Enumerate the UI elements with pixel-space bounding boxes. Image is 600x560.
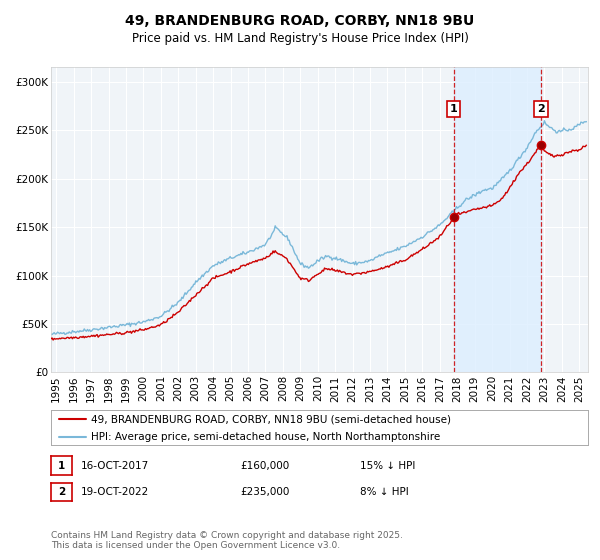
Text: Price paid vs. HM Land Registry's House Price Index (HPI): Price paid vs. HM Land Registry's House … (131, 32, 469, 45)
Text: HPI: Average price, semi-detached house, North Northamptonshire: HPI: Average price, semi-detached house,… (91, 432, 440, 441)
Text: Contains HM Land Registry data © Crown copyright and database right 2025.: Contains HM Land Registry data © Crown c… (51, 531, 403, 540)
Text: 49, BRANDENBURG ROAD, CORBY, NN18 9BU: 49, BRANDENBURG ROAD, CORBY, NN18 9BU (125, 14, 475, 28)
Text: 2: 2 (537, 104, 545, 114)
Text: This data is licensed under the Open Government Licence v3.0.: This data is licensed under the Open Gov… (51, 541, 340, 550)
Text: £160,000: £160,000 (240, 461, 289, 470)
Text: £235,000: £235,000 (240, 487, 289, 497)
Text: 1: 1 (58, 461, 65, 470)
Bar (454, 67, 541, 372)
Text: 15% ↓ HPI: 15% ↓ HPI (360, 461, 415, 470)
Text: 1: 1 (450, 104, 458, 114)
Text: 8% ↓ HPI: 8% ↓ HPI (360, 487, 409, 497)
Text: 49, BRANDENBURG ROAD, CORBY, NN18 9BU (semi-detached house): 49, BRANDENBURG ROAD, CORBY, NN18 9BU (s… (91, 414, 451, 424)
Text: 16-OCT-2017: 16-OCT-2017 (81, 461, 149, 470)
Text: 19-OCT-2022: 19-OCT-2022 (81, 487, 149, 497)
Text: 2: 2 (58, 487, 65, 497)
